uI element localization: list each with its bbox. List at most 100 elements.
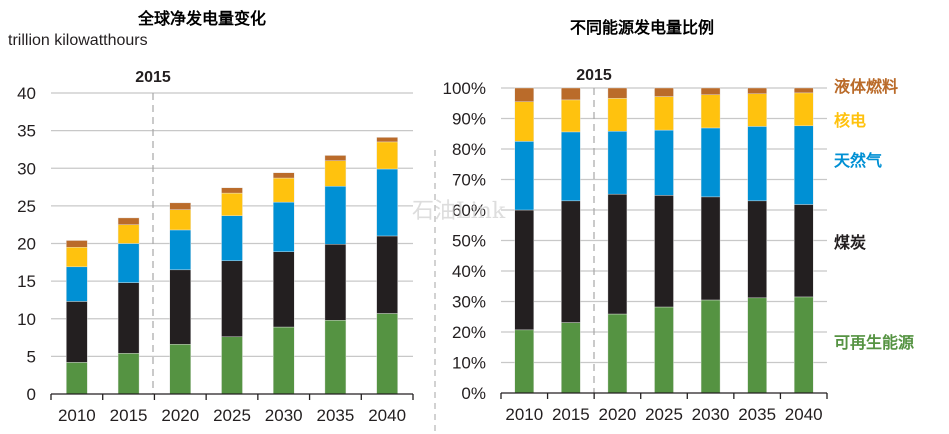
right-chart: 不同能源发电量比例 0% 10% 20% 30% 40% 50% 60% 70% 80% 90% 1… (443, 18, 915, 424)
watermark: 石油Link (412, 199, 506, 224)
x-tick-label: 2035 (738, 405, 776, 424)
bar-segment-可再生能源-2035 (324, 320, 347, 395)
y-tick-label: 20 (17, 235, 36, 254)
y-tick-label: 10 (17, 310, 36, 329)
bar-segment-核电-2030 (700, 94, 721, 129)
bar-segment-液体燃料-2025 (221, 187, 243, 194)
bar-segment-核电-2040 (794, 92, 814, 127)
y-tick-label: 5 (27, 347, 36, 366)
y-tick-label: 30% (452, 293, 486, 312)
x-tick-label: 2010 (58, 406, 96, 425)
y-tick-label: 60% (452, 201, 486, 220)
bar-segment-可再生能源-2040 (794, 296, 814, 394)
bar-segment-可再生能源-2015 (117, 353, 140, 395)
legend-item: 可再生能源 (834, 333, 914, 352)
x-tick-label: 2015 (552, 405, 590, 424)
bar-segment-液体燃料-2035 (747, 87, 767, 94)
bar-segment-天然气-2015 (117, 243, 140, 283)
x-tick-label: 2030 (265, 406, 303, 425)
bar-segment-核电-2010 (66, 247, 88, 268)
bar-segment-核电-2015 (561, 99, 581, 133)
bar-segment-煤炭-2040 (794, 204, 814, 298)
left-x-tick-labels: 2010 2015 2020 2025 2030 2035 2040 (58, 406, 406, 425)
bar-segment-液体燃料-2040 (376, 137, 398, 143)
left-chart: 全球净发电量变化 trillion kilowatthours 0 5 10 15 20… (8, 9, 414, 425)
bar-segment-液体燃料-2035 (324, 155, 347, 161)
right-bars (514, 87, 814, 394)
bar-segment-天然气-2015 (561, 131, 581, 202)
y-tick-label: 25 (17, 197, 36, 216)
y-tick-label: 35 (17, 122, 36, 141)
bar-segment-煤炭-2020 (169, 269, 191, 345)
bar-segment-可再生能源-2030 (273, 326, 295, 395)
bar-segment-天然气-2025 (221, 215, 243, 262)
bar-segment-天然气-2020 (169, 229, 191, 271)
bar-segment-煤炭-2040 (376, 235, 398, 314)
bar-segment-核电-2020 (607, 98, 628, 132)
bar-segment-核电-2025 (654, 96, 674, 131)
bar-segment-煤炭-2020 (607, 193, 628, 315)
bar-segment-煤炭-2030 (700, 196, 721, 301)
bar-segment-液体燃料-2030 (700, 87, 721, 95)
right-x-tick-labels: 2010 2015 2020 2025 2030 2035 2040 (505, 405, 822, 424)
legend-item: 煤炭 (834, 233, 866, 252)
y-tick-label: 10% (452, 354, 486, 373)
bar-segment-可再生能源-2020 (169, 344, 191, 395)
y-tick-label: 30 (17, 159, 36, 178)
bar-segment-天然气-2025 (654, 129, 674, 196)
bar-segment-天然气-2010 (514, 141, 534, 211)
bar-segment-核电-2040 (376, 141, 398, 170)
bar-segment-可再生能源-2010 (514, 329, 534, 394)
bar-segment-天然气-2040 (376, 168, 398, 237)
legend-item: 天然气 (834, 151, 882, 170)
bar-segment-煤炭-2015 (561, 200, 581, 323)
bar-segment-天然气-2030 (273, 201, 295, 252)
bar-segment-核电-2020 (169, 209, 191, 231)
bar-segment-煤炭-2010 (66, 301, 88, 363)
bar-segment-煤炭-2015 (117, 282, 140, 354)
bar-segment-煤炭-2035 (747, 200, 767, 299)
x-tick-label: 2025 (213, 406, 251, 425)
bar-segment-煤炭-2025 (654, 195, 674, 308)
bar-segment-液体燃料-2025 (654, 87, 674, 97)
bar-segment-天然气-2035 (747, 126, 767, 202)
bar-segment-核电-2025 (221, 192, 243, 216)
bar-segment-可再生能源-2010 (66, 362, 88, 395)
left-chart-ylabel: trillion kilowatthours (8, 32, 148, 49)
bar-segment-核电-2035 (747, 93, 767, 127)
bar-segment-天然气-2020 (607, 131, 628, 195)
bar-segment-可再生能源-2015 (561, 322, 581, 394)
bar-segment-煤炭-2025 (221, 260, 243, 338)
right-x-axis (500, 392, 828, 399)
x-tick-label: 2030 (692, 405, 730, 424)
right-y-tick-labels: 0% 10% 20% 30% 40% 50% 60% 70% 80% 90% 100% (443, 79, 486, 403)
right-chart-title: 不同能源发电量比例 (570, 18, 714, 37)
bar-segment-核电-2010 (514, 101, 534, 142)
x-tick-label: 2020 (599, 405, 637, 424)
bar-segment-可再生能源-2040 (376, 313, 398, 395)
bar-segment-天然气-2030 (700, 127, 721, 198)
bar-segment-可再生能源-2025 (654, 306, 674, 394)
y-tick-label: 0% (461, 384, 486, 403)
x-tick-label: 2035 (317, 406, 355, 425)
bar-segment-煤炭-2010 (514, 209, 534, 331)
x-tick-label: 2040 (785, 405, 823, 424)
x-tick-label: 2025 (645, 405, 683, 424)
bar-segment-液体燃料-2010 (66, 240, 88, 248)
bar-segment-可再生能源-2035 (747, 297, 767, 394)
bar-segment-液体燃料-2015 (561, 87, 581, 101)
left-2015-marker-label: 2015 (135, 69, 171, 86)
bar-segment-液体燃料-2020 (607, 87, 628, 99)
x-tick-label: 2015 (110, 406, 148, 425)
x-tick-label: 2010 (505, 405, 543, 424)
bar-segment-液体燃料-2030 (273, 172, 295, 179)
legend-item: 液体燃料 (834, 77, 898, 96)
y-tick-label: 15 (17, 272, 36, 291)
y-tick-label: 50% (452, 232, 486, 251)
y-tick-label: 20% (452, 323, 486, 342)
bar-segment-液体燃料-2010 (514, 87, 534, 102)
bar-segment-核电-2015 (117, 224, 140, 244)
bar-segment-液体燃料-2020 (169, 202, 191, 210)
y-tick-label: 100% (443, 79, 486, 98)
